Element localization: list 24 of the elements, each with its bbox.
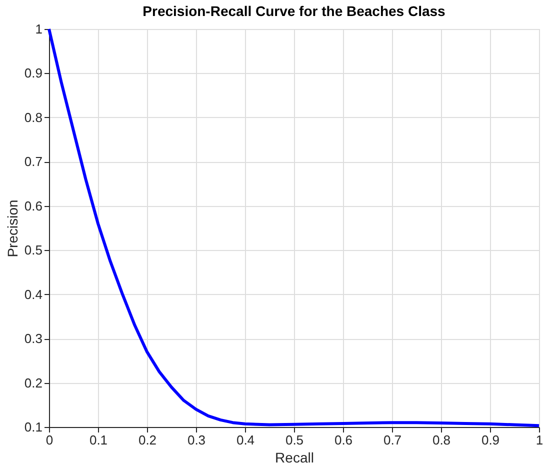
y-tick-label: 0.6	[24, 198, 42, 214]
x-tick-label: 0	[46, 432, 54, 448]
y-tick-label: 0.1	[24, 420, 42, 434]
y-tick-label: 0.3	[24, 331, 42, 346]
y-tick-label: 0.7	[24, 154, 42, 170]
y-tick-label: 1	[35, 22, 42, 36]
x-tick-label: 0.7	[383, 432, 402, 448]
x-tick-label: 0.1	[89, 432, 108, 448]
x-tick-label: 0.6	[334, 432, 353, 448]
y-axis-title: Precision	[4, 200, 20, 258]
x-tick-label: 0.4	[236, 432, 255, 448]
y-tick-label: 0.9	[24, 66, 42, 81]
y-tick-label: 0.4	[24, 286, 42, 302]
x-tick-label: 0.9	[481, 432, 500, 448]
x-tick-label: 0.5	[285, 432, 304, 448]
x-tick-label: 0.3	[187, 432, 206, 448]
y-tick-label: 0.2	[24, 375, 42, 390]
y-tick-label: 0.5	[24, 242, 42, 258]
x-tick-label: 1	[536, 432, 544, 448]
x-tick-label: 0.2	[138, 432, 157, 448]
chart-title: Precision-Recall Curve for the Beaches Class	[142, 3, 446, 19]
y-tick-label: 0.8	[24, 110, 42, 125]
x-axis-title: Recall	[275, 450, 314, 464]
x-tick-label: 0.8	[432, 432, 451, 448]
